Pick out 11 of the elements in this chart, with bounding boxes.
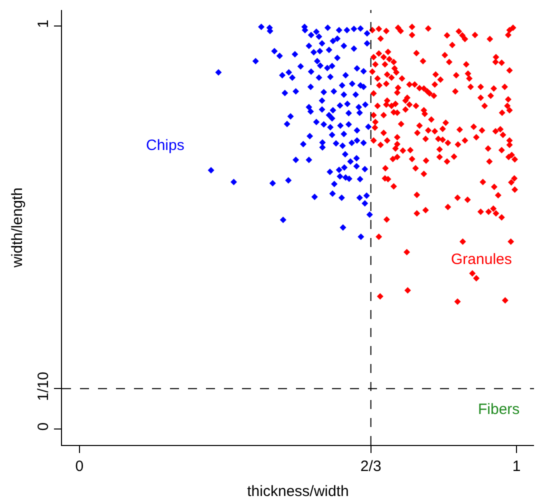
y-tick-label: 1 [35,20,52,28]
x-tick-label: 2/3 [360,458,382,475]
x-tick-label: 0 [75,458,84,475]
x-tick-label: 1 [512,458,521,475]
annotation: Fibers [478,401,520,418]
x-axis-title: thickness/width [247,483,349,500]
y-tick-label: 0 [35,422,52,431]
annotation: Granules [451,251,512,268]
y-axis-title: width/length [9,187,26,269]
y-tick-label: 1/10 [35,372,52,401]
annotation: Chips [146,137,184,154]
